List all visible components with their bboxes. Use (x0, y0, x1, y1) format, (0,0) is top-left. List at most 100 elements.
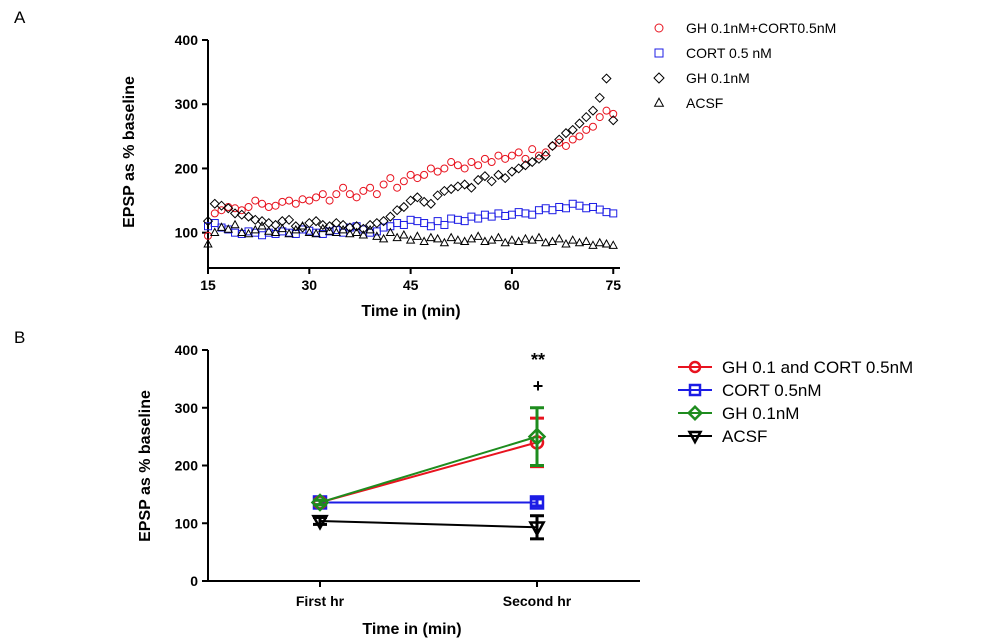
chart-b-point-triangle-down (311, 514, 329, 531)
chart-a-point-triangle (365, 224, 375, 234)
chart-a-point-diamond (493, 169, 504, 180)
chart-a-point-diamond (533, 153, 545, 164)
chart-a-point-triangle (426, 232, 436, 242)
chart-b-y-tick-label: 300 (175, 400, 199, 416)
chart-a-point-square (582, 204, 591, 213)
chart-a-point-triangle (291, 224, 301, 234)
chart-a-point-triangle (277, 223, 287, 233)
chart-b-series-line (319, 441, 538, 504)
chart-a-point-triangle (595, 237, 605, 247)
chart-a-point-diamond (513, 163, 524, 174)
chart-a-point-diamond (587, 105, 599, 116)
chart-b-series-line (319, 435, 538, 504)
chart-a-legend-label: GH 0.1nM+CORT0.5nM (686, 20, 836, 36)
chart-a-point-triangle (486, 235, 497, 244)
chart-a-point-diamond (432, 190, 443, 201)
chart-a-point-diamond (459, 179, 470, 190)
chart-b-point-square (312, 495, 328, 510)
chart-a-point-square (534, 206, 543, 215)
chart-a-point-square (480, 210, 489, 219)
chart-b-legend-label: CORT 0.5nM (722, 381, 822, 400)
chart-a-point-triangle (554, 233, 564, 243)
chart-a-point-diamond (250, 214, 261, 225)
chart-a-point-triangle (230, 219, 240, 229)
chart-a-x-axis-title: Time in (min) (361, 303, 460, 320)
chart-b-point-square (529, 495, 545, 510)
chart-a-point-diamond (317, 219, 328, 231)
chart-a-point-triangle (405, 235, 416, 244)
chart-a-point-circle (210, 209, 219, 218)
chart-a-point-circle (285, 196, 294, 205)
chart-a-point-triangle (601, 238, 612, 248)
chart-a-x-tick-label: 30 (302, 277, 318, 293)
chart-a-point-triangle (568, 235, 578, 244)
chart-a-point-triangle (324, 226, 335, 235)
chart-a-y-tick-label: 100 (175, 225, 199, 241)
chart-a-point-diamond (601, 73, 612, 84)
chart-a-point-square (494, 209, 503, 218)
chart-a-point-circle (555, 138, 564, 147)
chart-a-y-axis-title: EPSP as % baseline (121, 76, 138, 228)
chart-a-point-diamond (310, 216, 322, 227)
chart-b-point-diamond (527, 427, 547, 446)
chart-a-point-circle (291, 199, 300, 208)
chart-a-point-triangle (547, 236, 558, 245)
chart-a-y-tick-label: 300 (175, 96, 199, 112)
chart-a-point-triangle (500, 237, 510, 247)
chart-a-point-triangle (284, 228, 294, 238)
chart-a-x-tick-label: 45 (403, 277, 419, 293)
chart-a-point-circle (379, 180, 388, 189)
chart-a-legend-marker (653, 97, 665, 107)
chart-b-legend-marker (688, 360, 702, 374)
chart-a-point-circle (318, 190, 327, 199)
chart-a-point-square (528, 210, 537, 219)
chart-a-point-square (440, 220, 449, 229)
chart-a-point-circle (602, 106, 611, 115)
chart-a-point-square (568, 199, 577, 208)
chart-b-point-circle (312, 495, 328, 510)
chart-a-point-circle (521, 154, 530, 163)
chart-a-point-circle (332, 190, 341, 199)
chart-a-point-diamond (405, 195, 416, 206)
chart-a-legend-label: ACSF (686, 95, 723, 111)
chart-a-point-circle (339, 183, 348, 192)
chart-b-legend-label: GH 0.1nM (722, 404, 799, 423)
chart-a-point-diamond (547, 140, 558, 152)
chart-a-point-triangle (372, 231, 382, 240)
chart-a-point-circle (264, 202, 273, 211)
chart-a-point-circle (413, 174, 422, 183)
chart-a-point-circle (298, 195, 307, 204)
chart-a-point-square (548, 206, 557, 215)
chart-a-point-triangle (304, 227, 315, 236)
chart-a-point-circle (595, 113, 604, 122)
chart-a-point-triangle (216, 222, 227, 231)
chart-a-point-circle (460, 164, 469, 173)
chart-a-point-square (433, 217, 442, 226)
chart-a-point-square (487, 212, 496, 221)
chart-b-legend-label: GH 0.1 and CORT 0.5nM (722, 358, 913, 377)
chart-a-point-circle (568, 135, 577, 144)
chart-a-point-square (406, 215, 415, 224)
chart-a-point-square (501, 211, 510, 220)
chart-a-point-circle (494, 151, 503, 160)
chart-a-point-triangle (534, 232, 544, 242)
chart-a-point-diamond (540, 150, 551, 161)
chart-a-point-triangle (257, 221, 267, 230)
chart-a-point-diamond (297, 222, 308, 233)
chart-a-point-circle (372, 190, 381, 199)
chart-a-point-circle (609, 109, 618, 118)
chart-a-point-triangle (264, 226, 274, 235)
chart-a-point-square (575, 201, 584, 210)
chart-a-point-triangle (588, 240, 598, 249)
chart-a-point-circle (575, 132, 584, 141)
chart-a-point-circle (487, 158, 496, 167)
chart-a-point-triangle (432, 233, 443, 243)
chart-a-point-triangle (223, 224, 233, 233)
chart-a-point-circle (352, 193, 361, 202)
chart-a-point-triangle (203, 238, 213, 248)
chart-a-point-square (588, 202, 597, 211)
chart-a-point-diamond (506, 166, 518, 177)
chart-a-point-circle (453, 161, 462, 170)
chart-a-point-square (521, 209, 530, 218)
panel-b-letter: B (14, 328, 26, 347)
